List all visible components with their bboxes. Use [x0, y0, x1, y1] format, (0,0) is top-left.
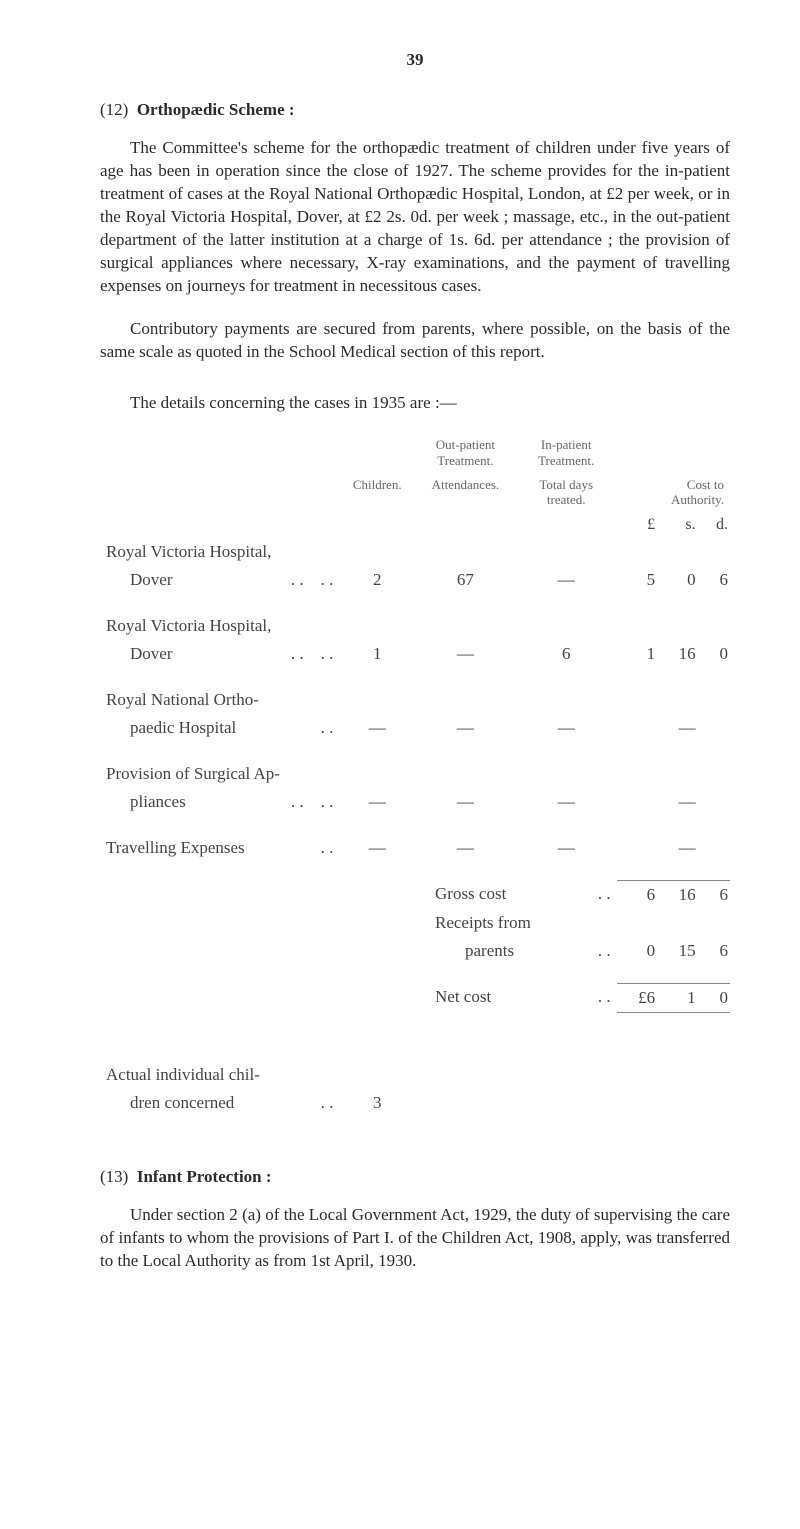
section-13-para: Under section 2 (a) of the Local Governm… [100, 1204, 730, 1273]
th-children: Children. [339, 473, 415, 512]
th-shilling: s. [657, 512, 697, 538]
row3-L [617, 788, 657, 816]
row1-label-l1: Royal Victoria Hospital, [100, 612, 339, 640]
receipts-L: 0 [617, 937, 657, 965]
th-pound: £ [617, 512, 657, 538]
section-12-number: (12) [100, 100, 128, 119]
section-13-heading: (13) Infant Protection : [100, 1167, 730, 1187]
th-attendances: Attendances. [415, 473, 516, 512]
th-pence: d. [698, 512, 730, 538]
receipts-d: 6 [698, 937, 730, 965]
cases-table: Out-patient Treatment. In-patient Treatm… [100, 433, 730, 1116]
th-totaldays-l1: Total days [539, 477, 593, 492]
gross-s: 16 [657, 880, 697, 909]
row1-attendances: — [415, 640, 516, 668]
row1-s: 16 [657, 640, 697, 668]
row2-days: — [516, 714, 617, 742]
gross-d: 6 [698, 880, 730, 909]
row2-L [617, 714, 657, 742]
row1-d: 0 [698, 640, 730, 668]
row0-days: — [516, 566, 617, 594]
section-12-para-1: The Committee's scheme for the orthopædi… [100, 137, 730, 298]
row4-attendances: — [415, 834, 516, 862]
row4-s: — [657, 834, 697, 862]
row1-L: 1 [617, 640, 657, 668]
row1-label-l2: Dover [130, 644, 172, 663]
row1-days: 6 [516, 640, 617, 668]
row0-attendances: 67 [415, 566, 516, 594]
receipts-l1: Receipts from [415, 909, 617, 937]
row4-days: — [516, 834, 617, 862]
page-number: 39 [100, 50, 730, 70]
receipts-l2: parents [465, 941, 514, 960]
row2-label-l2: paedic Hospital [130, 718, 236, 737]
row3-s: — [657, 788, 697, 816]
th-outpatient-l2: Treatment. [437, 453, 493, 468]
actual-l1: Actual individual chil- [100, 1061, 339, 1089]
net-d: 0 [698, 983, 730, 1012]
th-totaldays-l2: treated. [547, 492, 586, 507]
net-label: Net cost [435, 987, 491, 1006]
row4-children: — [339, 834, 415, 862]
row0-s: 0 [657, 566, 697, 594]
th-inpatient-l2: Treatment. [538, 453, 594, 468]
th-cost-l1: Cost to [687, 477, 724, 492]
net-L: £6 [617, 983, 657, 1012]
row2-children: — [339, 714, 415, 742]
net-s: 1 [657, 983, 697, 1012]
row2-label-l1: Royal National Ortho- [100, 686, 339, 714]
row0-L: 5 [617, 566, 657, 594]
row0-label-l1: Royal Victoria Hospital, [100, 538, 339, 566]
row0-children: 2 [339, 566, 415, 594]
th-outpatient-l1: Out-patient [436, 437, 495, 452]
section-13-number: (13) [100, 1167, 128, 1186]
row0-label-l2: Dover [130, 570, 172, 589]
section-12-para-2: Contributory payments are secured from p… [100, 318, 730, 364]
row4-label-l1: Travelling Expenses [106, 838, 245, 857]
row2-d [698, 714, 730, 742]
row3-attendances: — [415, 788, 516, 816]
th-inpatient-l1: In-patient [541, 437, 592, 452]
row3-days: — [516, 788, 617, 816]
details-intro: The details concerning the cases in 1935… [100, 393, 730, 413]
actual-value: 3 [339, 1089, 415, 1117]
receipts-s: 15 [657, 937, 697, 965]
th-cost-l2: Authority. [671, 492, 724, 507]
row3-label-l2: pliances [130, 792, 186, 811]
gross-L: 6 [617, 880, 657, 909]
row2-s: — [657, 714, 697, 742]
row4-d [698, 834, 730, 862]
gross-label: Gross cost [435, 884, 506, 903]
row4-L [617, 834, 657, 862]
section-13-title: Infant Protection : [137, 1167, 272, 1186]
actual-l2: dren concerned [130, 1093, 234, 1112]
row3-d [698, 788, 730, 816]
row2-attendances: — [415, 714, 516, 742]
row0-d: 6 [698, 566, 730, 594]
row3-children: — [339, 788, 415, 816]
section-12-title: Orthopædic Scheme : [137, 100, 295, 119]
section-12-heading: (12) Orthopædic Scheme : [100, 100, 730, 120]
row1-children: 1 [339, 640, 415, 668]
row3-label-l1: Provision of Surgical Ap- [100, 760, 339, 788]
